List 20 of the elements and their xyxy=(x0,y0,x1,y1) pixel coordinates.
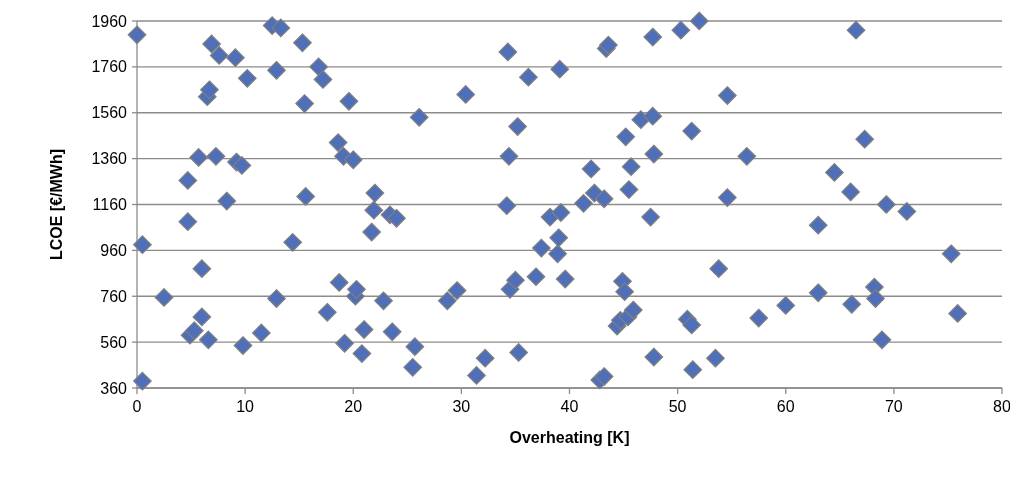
y-tick-label: 1960 xyxy=(91,12,128,30)
x-tick-label: 40 xyxy=(560,398,579,415)
x-tick-label: 10 xyxy=(236,398,255,415)
x-tick-label: 50 xyxy=(668,398,687,415)
y-tick-label: 960 xyxy=(100,241,128,259)
y-axis-title: LCOE [€/MWh] xyxy=(48,148,65,261)
x-tick-label: 70 xyxy=(884,398,903,415)
y-tick-label: 1360 xyxy=(91,150,128,168)
y-tick-label: 560 xyxy=(100,333,128,351)
y-tick-label: 760 xyxy=(100,287,128,305)
y-tick-label: 1760 xyxy=(91,58,128,76)
y-tick-label: 1160 xyxy=(92,196,128,214)
x-tick-label: 60 xyxy=(776,398,795,415)
x-tick-label: 30 xyxy=(452,398,471,415)
x-tick-label: 80 xyxy=(993,398,1011,415)
x-tick-label: 0 xyxy=(132,398,142,415)
y-tick-label: 1560 xyxy=(91,104,128,122)
y-tick-label: 360 xyxy=(100,379,128,397)
x-tick-label: 20 xyxy=(344,398,363,415)
x-axis-title: Overheating [K] xyxy=(509,429,630,446)
